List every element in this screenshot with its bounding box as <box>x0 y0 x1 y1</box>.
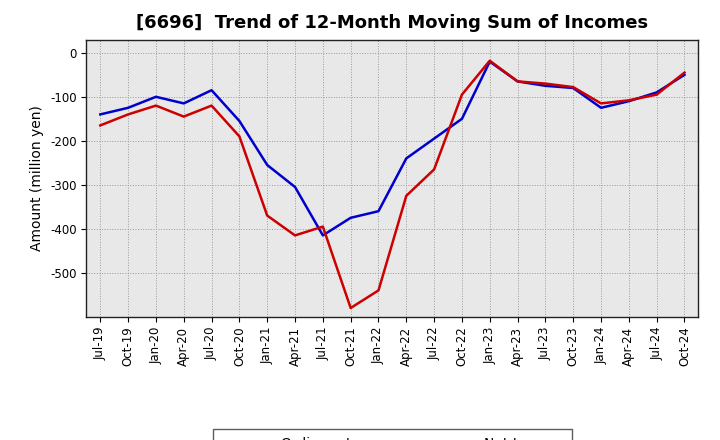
Net Income <box>402 193 410 198</box>
Net Income <box>318 224 327 229</box>
Net Income <box>624 98 633 103</box>
Line: Net Income: Net Income <box>100 61 685 308</box>
Net Income <box>485 58 494 63</box>
Ordinary Income <box>235 118 243 124</box>
Ordinary Income <box>485 59 494 64</box>
Ordinary Income <box>680 72 689 77</box>
Ordinary Income <box>207 88 216 93</box>
Ordinary Income <box>263 162 271 168</box>
Net Income <box>569 84 577 90</box>
Ordinary Income <box>124 105 132 110</box>
Net Income <box>235 134 243 139</box>
Ordinary Income <box>402 156 410 161</box>
Net Income <box>96 123 104 128</box>
Ordinary Income <box>624 99 633 104</box>
Net Income <box>430 167 438 172</box>
Ordinary Income <box>513 79 522 84</box>
Ordinary Income <box>374 209 383 214</box>
Ordinary Income <box>430 136 438 141</box>
Net Income <box>263 213 271 218</box>
Y-axis label: Amount (million yen): Amount (million yen) <box>30 105 45 251</box>
Ordinary Income <box>541 83 550 88</box>
Ordinary Income <box>569 85 577 91</box>
Ordinary Income <box>652 90 661 95</box>
Net Income <box>152 103 161 108</box>
Net Income <box>597 101 606 106</box>
Ordinary Income <box>179 101 188 106</box>
Net Income <box>374 288 383 293</box>
Net Income <box>541 81 550 86</box>
Ordinary Income <box>458 116 467 121</box>
Net Income <box>346 305 355 311</box>
Net Income <box>124 112 132 117</box>
Title: [6696]  Trend of 12-Month Moving Sum of Incomes: [6696] Trend of 12-Month Moving Sum of I… <box>136 15 649 33</box>
Ordinary Income <box>346 215 355 220</box>
Net Income <box>179 114 188 119</box>
Ordinary Income <box>597 105 606 110</box>
Line: Ordinary Income: Ordinary Income <box>100 62 685 235</box>
Ordinary Income <box>291 184 300 190</box>
Ordinary Income <box>318 233 327 238</box>
Net Income <box>207 103 216 108</box>
Ordinary Income <box>152 94 161 99</box>
Net Income <box>652 92 661 97</box>
Net Income <box>291 233 300 238</box>
Legend: Ordinary Income, Net Income: Ordinary Income, Net Income <box>213 429 572 440</box>
Net Income <box>458 92 467 97</box>
Ordinary Income <box>96 112 104 117</box>
Net Income <box>513 79 522 84</box>
Net Income <box>680 70 689 75</box>
